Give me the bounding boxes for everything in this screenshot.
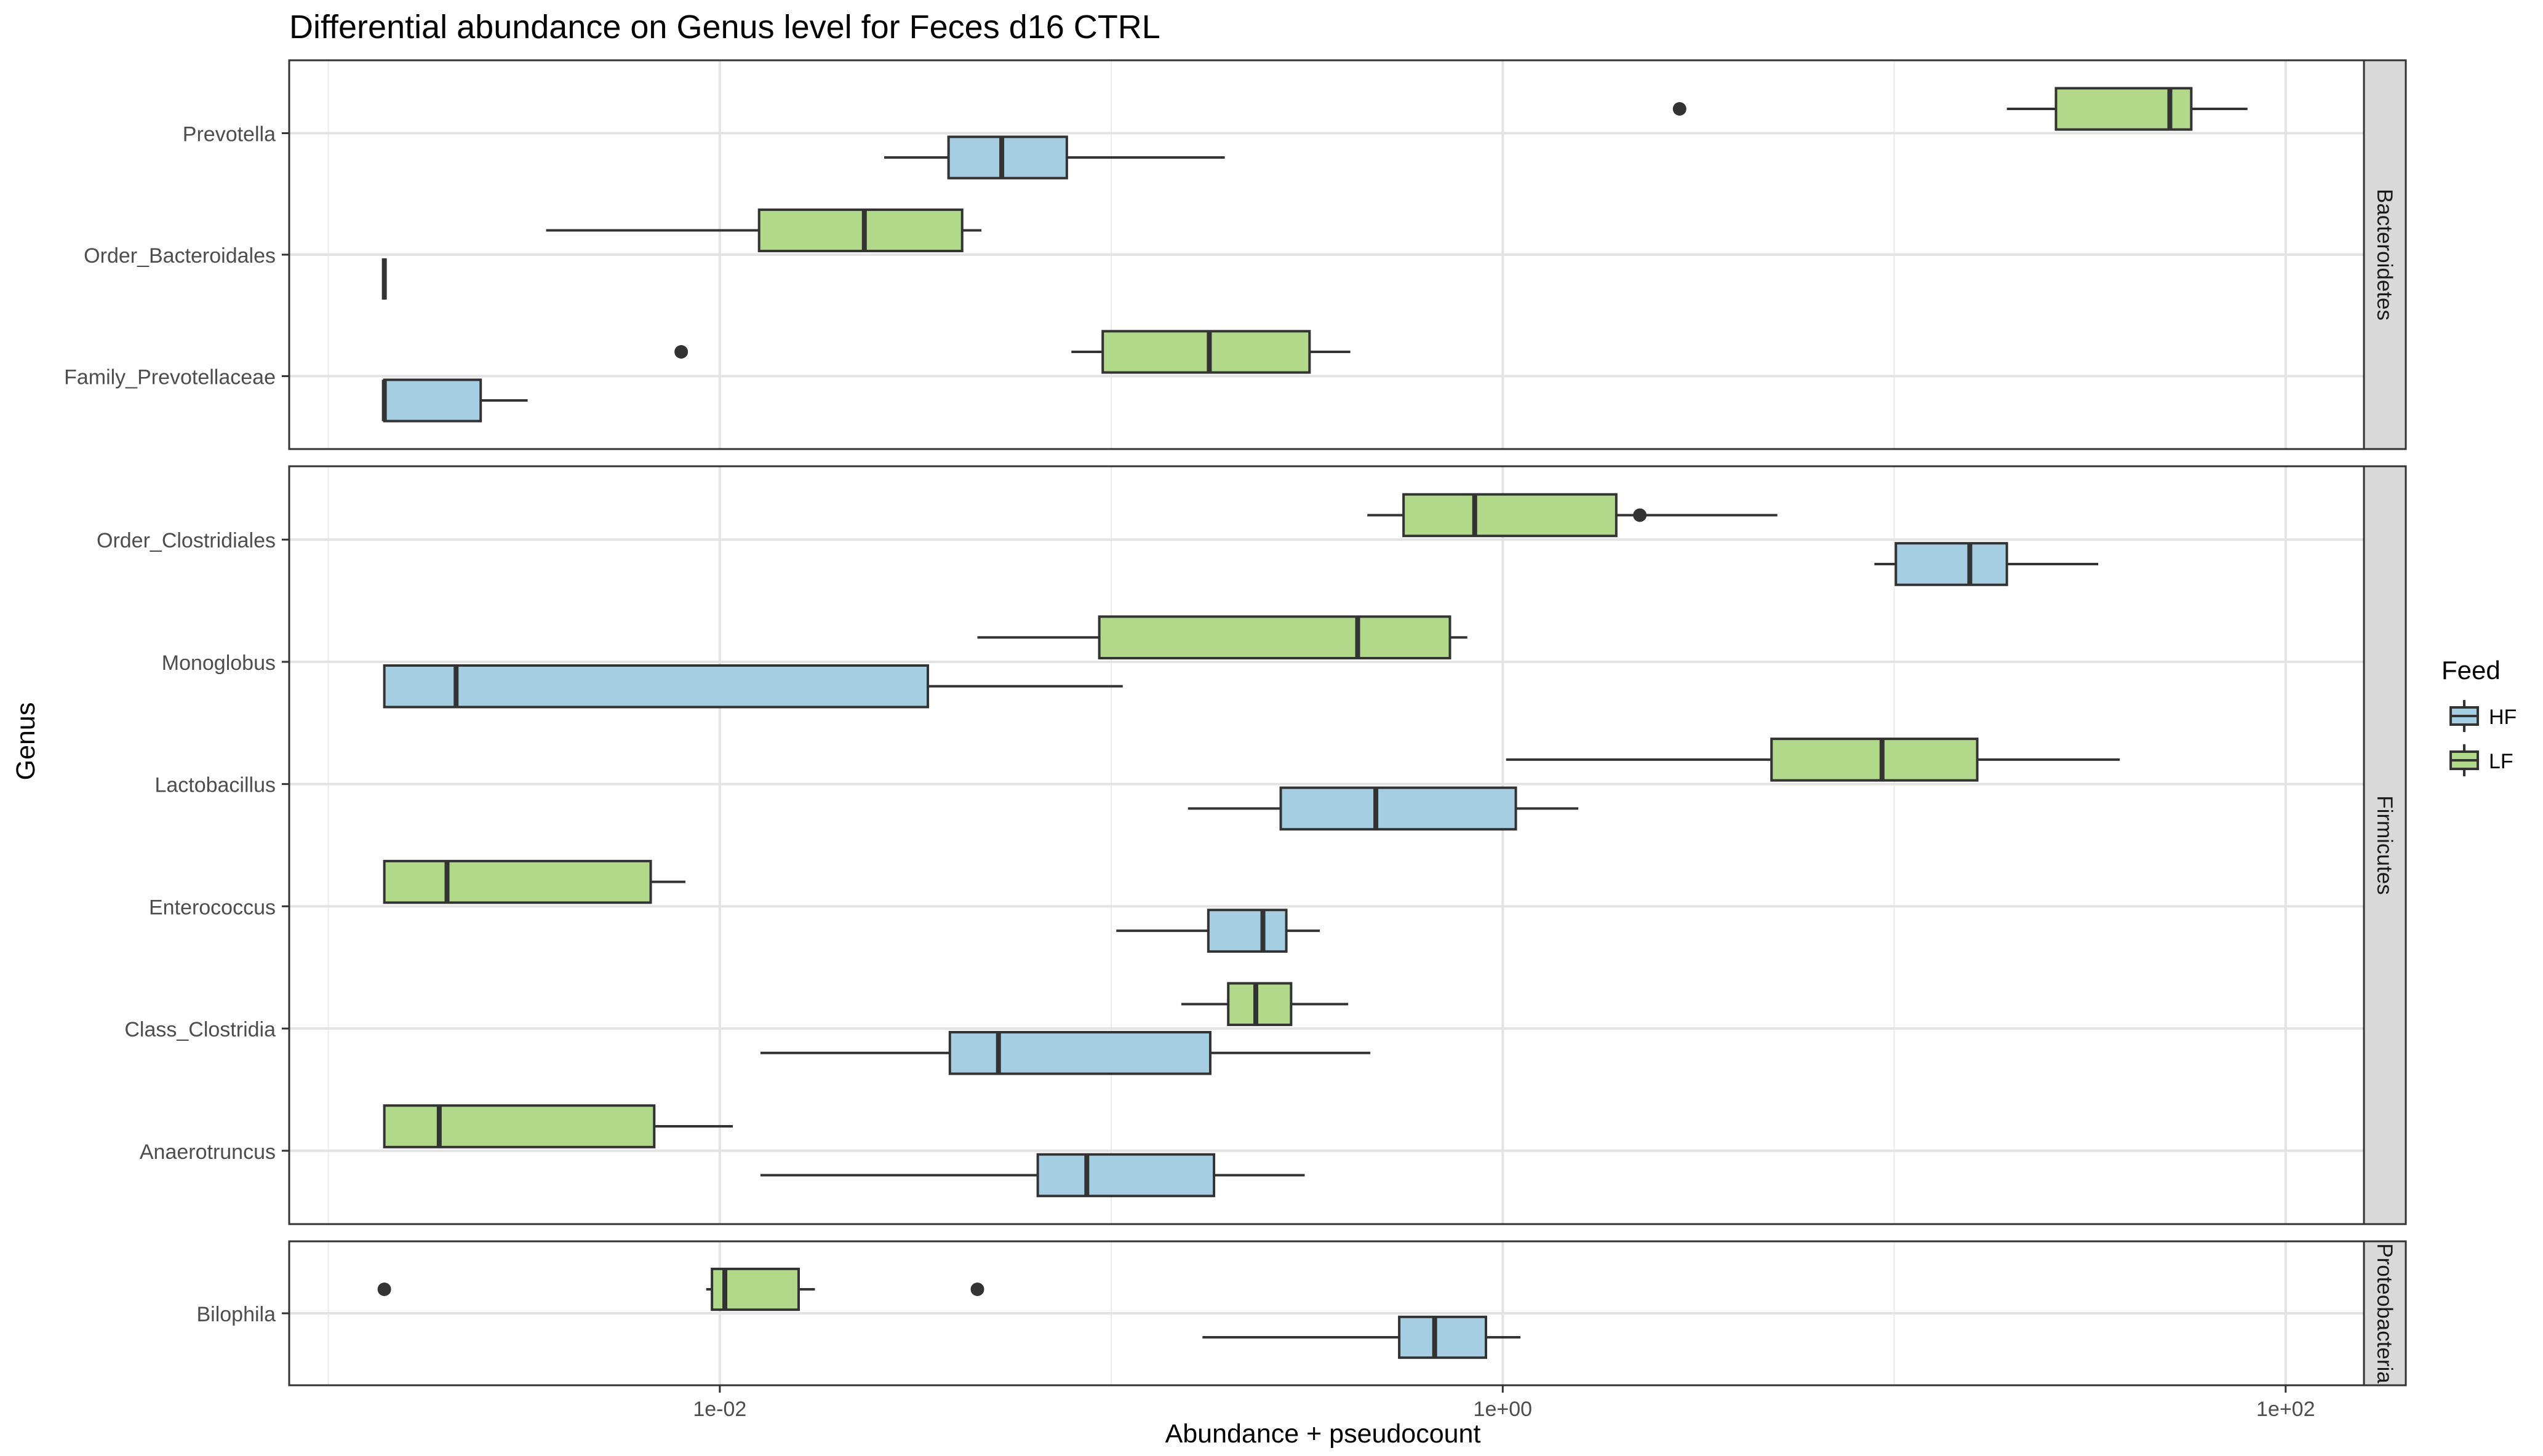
y-tick-label: Class_Clostridia <box>124 1018 276 1041</box>
y-tick-label: Enterococcus <box>149 896 276 919</box>
box-iqr <box>383 664 929 709</box>
box-iqr <box>383 1104 656 1148</box>
box-family_prevotellaceae-hf <box>381 378 528 423</box>
y-tick-label: Prevotella <box>183 123 276 146</box>
legend-label: HF <box>2489 706 2517 729</box>
y-tick-label: Order_Bacteroidales <box>84 244 276 268</box>
box-iqr <box>1402 493 1618 538</box>
box-iqr <box>1098 615 1451 659</box>
box-iqr <box>1036 1153 1216 1198</box>
facet-panels: Prevotella Order_Bacteroidales Family_Prev… <box>64 59 2407 1421</box>
facet-panel-bacteroidetes: Prevotella Order_Bacteroidales Family_Prev… <box>64 59 2407 450</box>
box-enterococcus-lf <box>383 859 686 904</box>
box-class_clostridia-lf <box>1181 982 1349 1027</box>
chart-title: Differential abundance on Genus level fo… <box>289 9 1160 46</box>
box-monoglobus-hf <box>383 664 1123 709</box>
box-iqr <box>1770 738 1979 782</box>
x-tick-label: 1e+00 <box>1474 1398 1533 1421</box>
outlier-point <box>970 1283 984 1296</box>
facet-strip <box>2363 1240 2407 1386</box>
box-order_bacteroidales-lf <box>546 208 982 253</box>
legend-entry-hf: HF <box>2449 700 2517 732</box>
box-anaerotruncus-lf <box>383 1104 733 1148</box>
box-iqr <box>1279 786 1517 831</box>
box-class_clostridia-hf <box>760 1031 1371 1075</box>
box-iqr <box>1101 330 1311 374</box>
y-axis-title: Genus <box>11 702 41 781</box>
box-lactobacillus-lf <box>1506 738 2120 782</box>
outlier-point <box>1672 102 1687 116</box>
x-axis: 1e-02 1e+00 1e+02 <box>693 1385 2315 1421</box>
outlier-point <box>1633 508 1647 522</box>
facet-panel-proteobacteria: Bilophila Proteobacteria <box>196 1240 2407 1386</box>
box-monoglobus-lf <box>977 615 1467 659</box>
box-iqr <box>1207 909 1288 953</box>
facet-panel-firmicutes: Order_Clostridiales Monoglobus Lactobacill… <box>97 465 2407 1225</box>
facet-strip <box>2363 59 2407 450</box>
outlier-point <box>377 1283 391 1296</box>
y-tick-label: Bilophila <box>196 1303 276 1326</box>
box-enterococcus-hf <box>1116 909 1320 953</box>
outlier-point <box>674 345 689 359</box>
legend: Feed HF LF <box>2441 656 2517 776</box>
legend-label: LF <box>2489 750 2513 773</box>
y-tick-label: Order_Clostridiales <box>97 529 276 552</box>
legend-title: Feed <box>2441 656 2501 685</box>
x-tick-label: 1e-02 <box>693 1398 746 1421</box>
box-lactobacillus-hf <box>1188 786 1579 831</box>
box-order_clostridiales-lf <box>1367 493 1778 538</box>
box-iqr <box>383 859 652 904</box>
box-prevotella-lf <box>1672 87 2248 131</box>
box-family_prevotellaceae-lf <box>674 330 1351 374</box>
box-iqr <box>383 378 482 423</box>
box-iqr <box>1398 1315 1488 1359</box>
facet-strip <box>2363 465 2407 1225</box>
box-iqr <box>948 1031 1212 1075</box>
facet-strip-label: Firmicutes <box>2373 795 2397 894</box>
y-tick-label: Lactobacillus <box>154 774 276 797</box>
box-prevotella-hf <box>884 135 1225 180</box>
box-iqr <box>1227 982 1293 1027</box>
box-bilophila-hf <box>1202 1315 1521 1359</box>
facet-strip-label: Bacteroidetes <box>2373 189 2397 320</box>
legend-entry-lf: LF <box>2449 744 2513 776</box>
box-bilophila-lf <box>377 1267 984 1311</box>
facet-strip-label: Proteobacteria <box>2373 1243 2397 1383</box>
x-axis-title: Abundance + pseudocount <box>1165 1419 1481 1449</box>
box-iqr <box>1894 542 2008 586</box>
box-iqr <box>757 208 964 253</box>
y-tick-label: Family_Prevotellaceae <box>64 366 276 389</box>
box-iqr <box>947 135 1068 180</box>
box-order_clostridiales-hf <box>1874 542 2099 586</box>
x-tick-label: 1e+02 <box>2256 1398 2315 1421</box>
box-anaerotruncus-hf <box>760 1153 1305 1198</box>
y-tick-label: Anaerotruncus <box>140 1140 276 1164</box>
panel-background <box>289 466 2364 1224</box>
y-tick-label: Monoglobus <box>162 651 276 675</box>
